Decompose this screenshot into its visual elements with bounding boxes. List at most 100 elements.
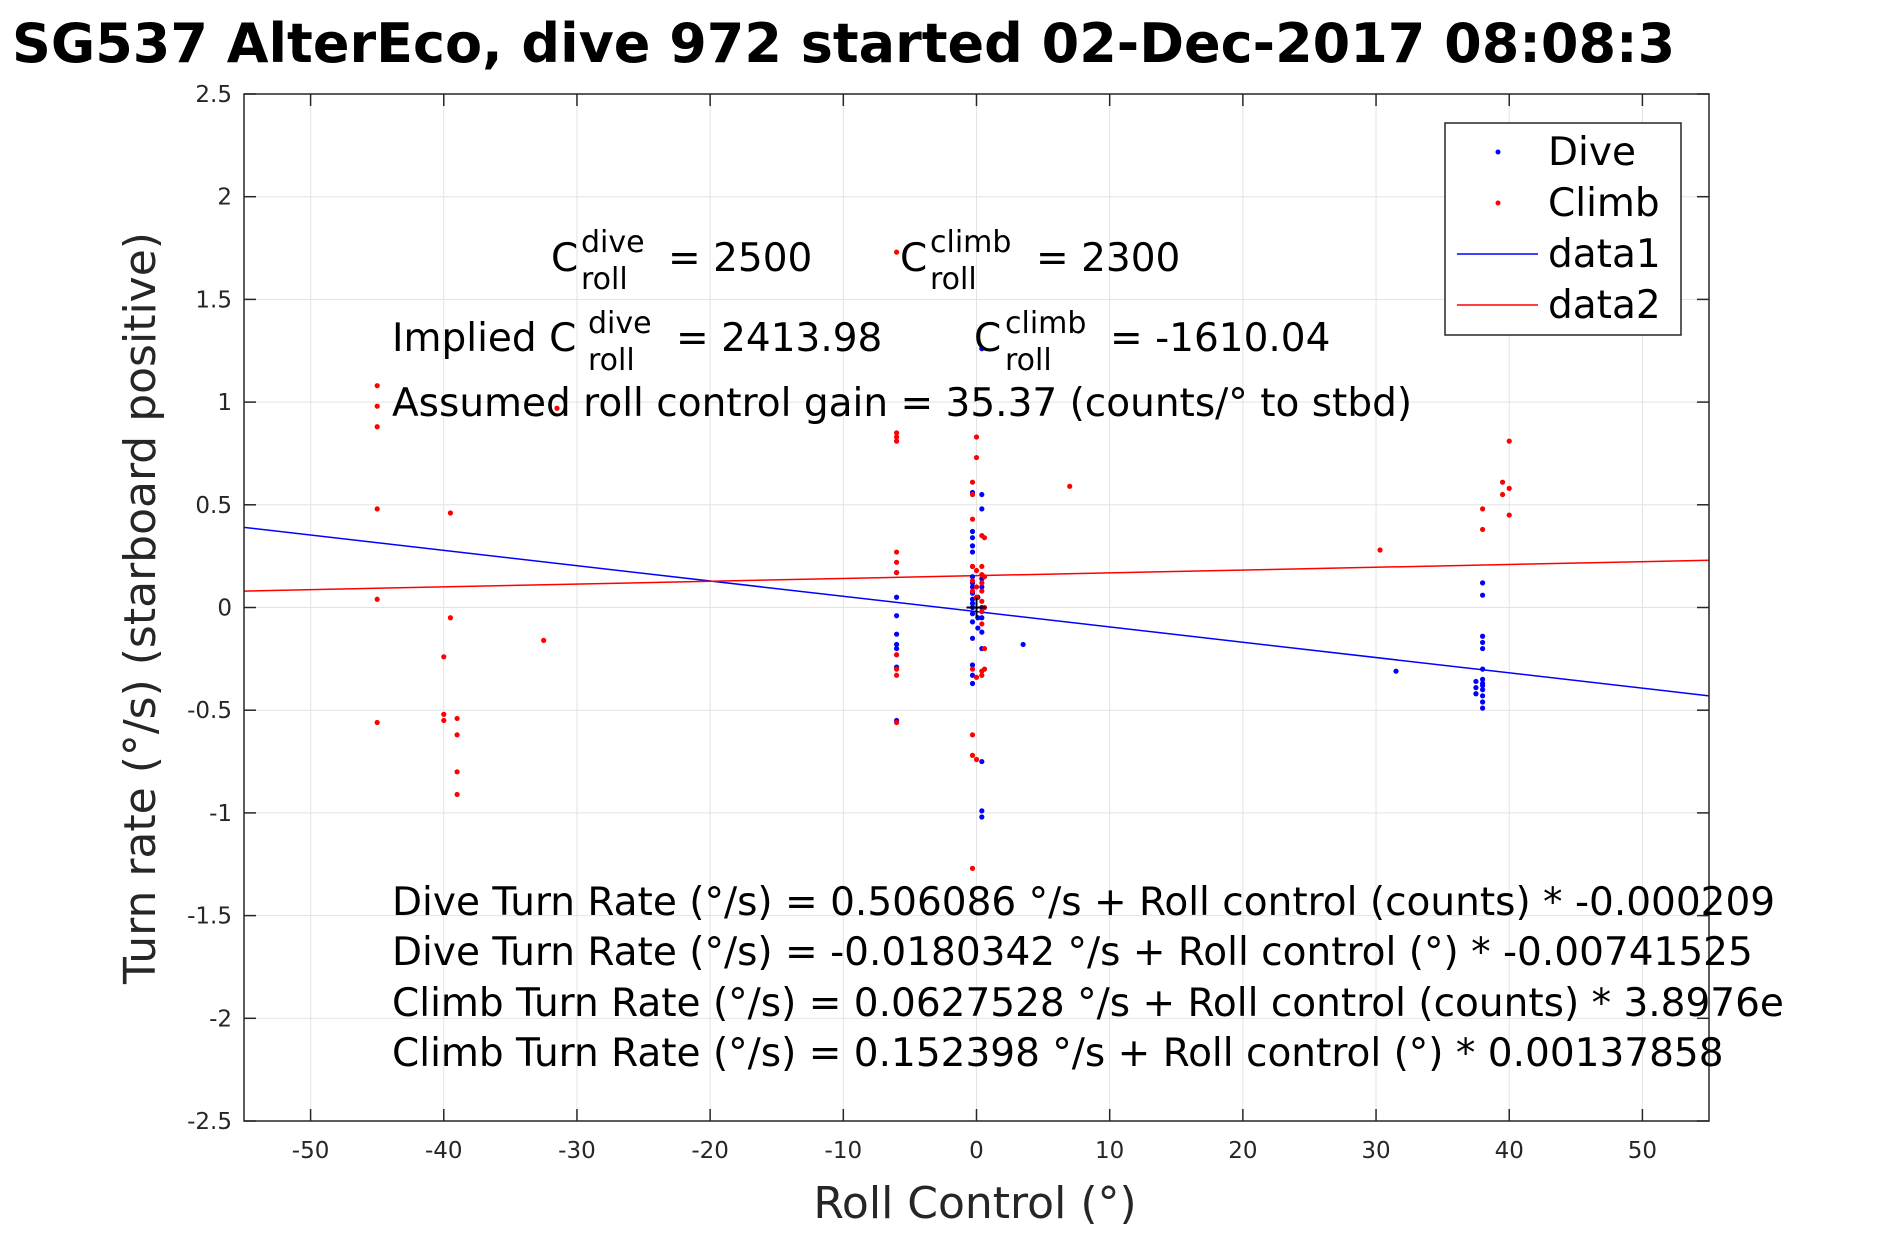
- data-point-dive: [893, 613, 900, 619]
- x-tick-label: 50: [1628, 1138, 1657, 1164]
- data-point-climb: [973, 567, 980, 574]
- data-point-climb: [1479, 526, 1486, 533]
- legend-data1-label: data1: [1548, 232, 1661, 277]
- chart-title: SG537 AlterEco, dive 972 started 02-Dec-…: [12, 12, 1675, 75]
- coef-climb-sub: roll: [930, 262, 977, 297]
- data-point-dive: [1020, 641, 1026, 648]
- data-point-climb: [973, 454, 980, 461]
- data-point-dive: [979, 584, 985, 590]
- y-tick-label: 0: [217, 596, 232, 622]
- data-point-climb: [969, 588, 976, 594]
- data-point-climb: [979, 598, 985, 604]
- data-point-dive: [979, 814, 985, 820]
- y-tick-label: -0.5: [187, 698, 232, 724]
- data-point-climb: [374, 719, 380, 726]
- data-point-dive: [1393, 668, 1399, 674]
- data-point-climb: [374, 424, 380, 430]
- origin-marker: [966, 597, 987, 618]
- coef-dive-sup: dive: [581, 225, 645, 260]
- implied-dive-value: = 2413.98: [676, 316, 882, 361]
- implied-dive-sup: dive: [588, 306, 652, 341]
- x-tick-label: -30: [558, 1138, 596, 1164]
- data-point-climb: [554, 405, 560, 411]
- data-point-climb: [1479, 506, 1486, 512]
- data-point-dive: [969, 543, 976, 549]
- data-point-climb: [973, 584, 980, 590]
- legend-dive-label: Dive: [1548, 130, 1636, 175]
- data-point-climb: [893, 549, 900, 555]
- data-point-climb: [441, 717, 447, 724]
- data-point-dive: [969, 635, 976, 641]
- data-point-climb: [969, 491, 976, 498]
- data-point-climb: [441, 654, 447, 660]
- data-point-dive: [1479, 580, 1486, 586]
- data-point-climb: [981, 535, 988, 541]
- gain-annotation: Assumed roll control gain = 35.37 (count…: [392, 381, 1412, 426]
- legend-data2-label: data2: [1548, 283, 1661, 328]
- y-tick-label: 1: [217, 390, 232, 416]
- data-point-dive: [1473, 691, 1479, 697]
- data-point-climb: [1067, 483, 1073, 489]
- data-point-climb: [454, 732, 460, 738]
- legend: Dive Climb data1 data2: [1444, 122, 1682, 336]
- data-point-dive: [1479, 592, 1486, 598]
- data-point-climb: [969, 732, 976, 738]
- y-tick-labels: -2.5 -2 -1.5 -1 -0.5 0 0.5 1 1.5 2 2.5: [187, 82, 232, 1135]
- data-point-climb: [454, 715, 460, 722]
- data-point-climb: [979, 563, 985, 570]
- data-point-dive: [979, 346, 985, 352]
- data-point-climb: [893, 672, 900, 678]
- data-point-dive: [979, 506, 985, 512]
- data-point-climb: [969, 865, 976, 871]
- data-point-dive: [1479, 699, 1486, 705]
- data-point-dive: [969, 596, 976, 602]
- data-point-dive: [969, 680, 976, 687]
- legend-climb-label: Climb: [1548, 181, 1660, 226]
- x-tick-label: 20: [1228, 1138, 1257, 1164]
- data-point-climb: [973, 674, 980, 680]
- data-point-dive: [979, 629, 985, 635]
- data-point-climb: [969, 578, 976, 584]
- data-point-dive: [1479, 687, 1486, 693]
- data-point-climb: [981, 645, 988, 652]
- coef-dive-annotation: C dive roll = 2500: [551, 225, 812, 297]
- data-point-climb: [1506, 512, 1512, 518]
- data-point-climb: [893, 719, 900, 726]
- x-tick-label: 0: [969, 1138, 984, 1164]
- data-point-climb: [973, 756, 980, 763]
- data-point-climb: [893, 430, 900, 436]
- y-tick-label: -2: [209, 1006, 232, 1032]
- x-tick-label: -50: [292, 1138, 330, 1164]
- data-point-dive: [1473, 678, 1479, 685]
- coef-climb-annotation: C climb roll = 2300: [900, 225, 1180, 297]
- data-point-climb: [441, 711, 447, 717]
- data-point-climb: [979, 588, 985, 594]
- data-point-dive: [1479, 676, 1486, 682]
- data-point-climb: [893, 249, 900, 255]
- data-point-dive: [1479, 666, 1486, 672]
- data-point-dive: [893, 631, 900, 637]
- coef-dive-base: C: [551, 236, 578, 281]
- coef-climb-base: C: [900, 236, 927, 281]
- data-point-climb: [969, 516, 976, 522]
- data-point-climb: [374, 383, 380, 389]
- implied-climb-value: = -1610.04: [1110, 316, 1330, 361]
- data-point-dive: [979, 758, 985, 765]
- axes-frame: [243, 93, 1710, 1122]
- data-point-climb: [541, 637, 547, 643]
- data-point-climb: [374, 403, 380, 409]
- data-point-climb: [979, 609, 985, 615]
- legend-climb-marker: [1495, 200, 1501, 206]
- data-point-dive: [979, 491, 985, 498]
- data-point-climb: [969, 479, 976, 485]
- data-point-dive: [893, 641, 900, 648]
- coef-climb-sup: climb: [930, 225, 1011, 260]
- data-point-dive: [969, 584, 976, 590]
- data-point-dive: [969, 672, 976, 678]
- data-point-climb: [981, 666, 988, 672]
- data-point-dive: [969, 600, 976, 606]
- implied-dive-prefix: Implied C: [392, 316, 576, 361]
- implied-climb-sup: climb: [1005, 306, 1086, 341]
- implied-dive-annotation: Implied C dive roll = 2413.98: [392, 306, 882, 378]
- data-point-dive: [979, 808, 985, 814]
